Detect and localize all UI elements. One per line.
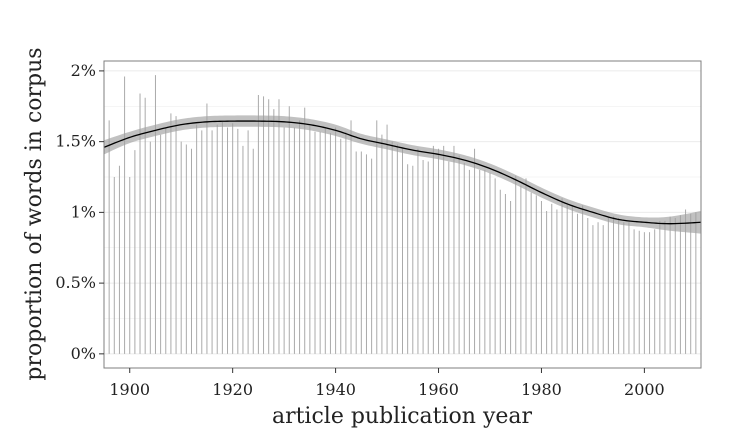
smooth-line <box>103 120 702 225</box>
x-tick-label: 1980 <box>521 380 562 399</box>
y-tick-label: 1.5% <box>55 132 96 151</box>
y-tick-label: 0.5% <box>55 273 96 292</box>
x-tick-label: 1920 <box>212 380 253 399</box>
x-axis: 1900 1920 1940 1960 1980 2000 <box>109 368 665 399</box>
y-axis: 0% 0.5% 1% 1.5% 2% <box>55 61 104 363</box>
y-axis-title: proportion of words in corpus <box>22 47 47 380</box>
y-tick-label: 1% <box>71 202 96 221</box>
y-tick-label: 0% <box>71 344 96 363</box>
x-tick-label: 1960 <box>418 380 459 399</box>
bars-layer <box>108 75 697 354</box>
x-tick-label: 1940 <box>315 380 356 399</box>
panel-border <box>103 60 702 369</box>
x-axis-title: article publication year <box>272 404 533 429</box>
y-tick-label: 2% <box>71 61 96 80</box>
x-tick-label: 2000 <box>624 380 665 399</box>
x-tick-label: 1900 <box>109 380 150 399</box>
